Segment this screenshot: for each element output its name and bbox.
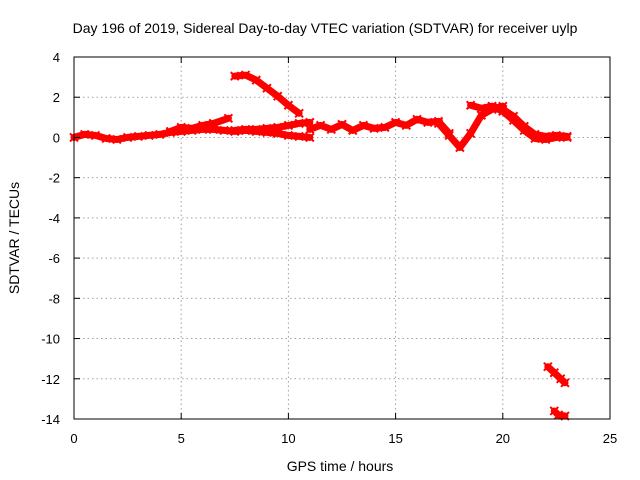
- data-point: [530, 133, 540, 144]
- data-point: [305, 124, 315, 135]
- x-tick-label: 10: [281, 431, 295, 446]
- y-tick-label: 0: [53, 130, 60, 145]
- data-point: [223, 113, 234, 124]
- data-point: [487, 101, 497, 111]
- data-point: [155, 129, 165, 140]
- data-point: [144, 130, 154, 141]
- data-point: [519, 125, 529, 136]
- x-tick-label: 0: [70, 431, 77, 446]
- data-point: [498, 106, 508, 117]
- data-point: [165, 126, 176, 137]
- data-point: [390, 117, 401, 128]
- data-point: [187, 123, 197, 134]
- data-point: [133, 131, 144, 142]
- data-point: [176, 122, 186, 133]
- y-tick-label: -6: [48, 251, 60, 266]
- y-tick-label: -12: [41, 372, 60, 387]
- data-point: [294, 131, 304, 142]
- data-point: [230, 71, 240, 81]
- series-arc-dip: [435, 102, 507, 151]
- data-point: [208, 118, 219, 129]
- data-point: [423, 117, 433, 128]
- grid-lines: [74, 57, 610, 419]
- data-point: [219, 125, 229, 136]
- data-point: [455, 142, 465, 153]
- data-point: [433, 118, 444, 129]
- data-point: [230, 125, 240, 136]
- data-point: [283, 100, 294, 110]
- data-point: [283, 130, 294, 141]
- x-axis-label: GPS time / hours: [287, 458, 394, 474]
- x-tick-label: 25: [603, 431, 617, 446]
- data-point: [560, 378, 570, 388]
- x-tick-label: 5: [178, 431, 185, 446]
- data-point: [262, 83, 272, 93]
- data-point: [90, 130, 101, 141]
- data-point: [540, 134, 551, 145]
- data-point: [101, 133, 111, 144]
- data-point: [348, 125, 358, 136]
- plot-frame: [73, 56, 611, 420]
- data-point: [476, 103, 487, 113]
- data-series: [69, 70, 572, 421]
- data-point: [476, 110, 487, 121]
- data-point: [305, 132, 315, 143]
- data-point: [283, 120, 294, 131]
- data-point: [401, 120, 412, 131]
- y-tick-label: -14: [41, 412, 60, 427]
- x-tick-label: 20: [496, 431, 510, 446]
- data-point: [465, 100, 476, 110]
- data-point: [465, 128, 476, 139]
- y-tick-label: -4: [48, 211, 60, 226]
- data-point: [197, 120, 208, 131]
- data-point: [551, 132, 562, 143]
- data-point: [272, 91, 283, 101]
- data-point: [251, 75, 261, 85]
- x-tick-label: 15: [388, 431, 402, 446]
- data-point: [380, 122, 390, 133]
- y-tick-label: 4: [53, 50, 60, 65]
- y-tick-label: -2: [48, 171, 60, 186]
- data-point: [369, 123, 379, 134]
- data-point: [251, 126, 261, 137]
- data-point: [240, 125, 251, 136]
- chart-title: Day 196 of 2019, Sidereal Day-to-day VTE…: [73, 20, 578, 36]
- data-point: [337, 119, 347, 130]
- data-point: [240, 70, 251, 80]
- data-point: [562, 132, 572, 143]
- y-tick-label: -8: [48, 291, 60, 306]
- data-point: [315, 120, 326, 131]
- axis-ticks: 0 5 10 15 20 25 -14 -12 -10 -8 -6 -4 -2 0 2 4: [41, 50, 617, 446]
- data-point: [444, 130, 454, 141]
- data-point: [262, 127, 272, 138]
- data-point: [508, 115, 519, 126]
- y-tick-label: -10: [41, 332, 60, 347]
- data-point: [272, 128, 283, 139]
- data-point: [412, 114, 422, 125]
- data-point: [122, 132, 133, 143]
- data-point: [112, 134, 122, 145]
- data-point: [294, 118, 304, 129]
- data-point: [80, 129, 90, 140]
- data-point: [294, 108, 304, 119]
- y-axis-label: SDTVAR / TECUs: [6, 182, 22, 294]
- data-point: [358, 120, 369, 131]
- data-point: [326, 124, 336, 135]
- y-tick-label: 2: [53, 90, 60, 105]
